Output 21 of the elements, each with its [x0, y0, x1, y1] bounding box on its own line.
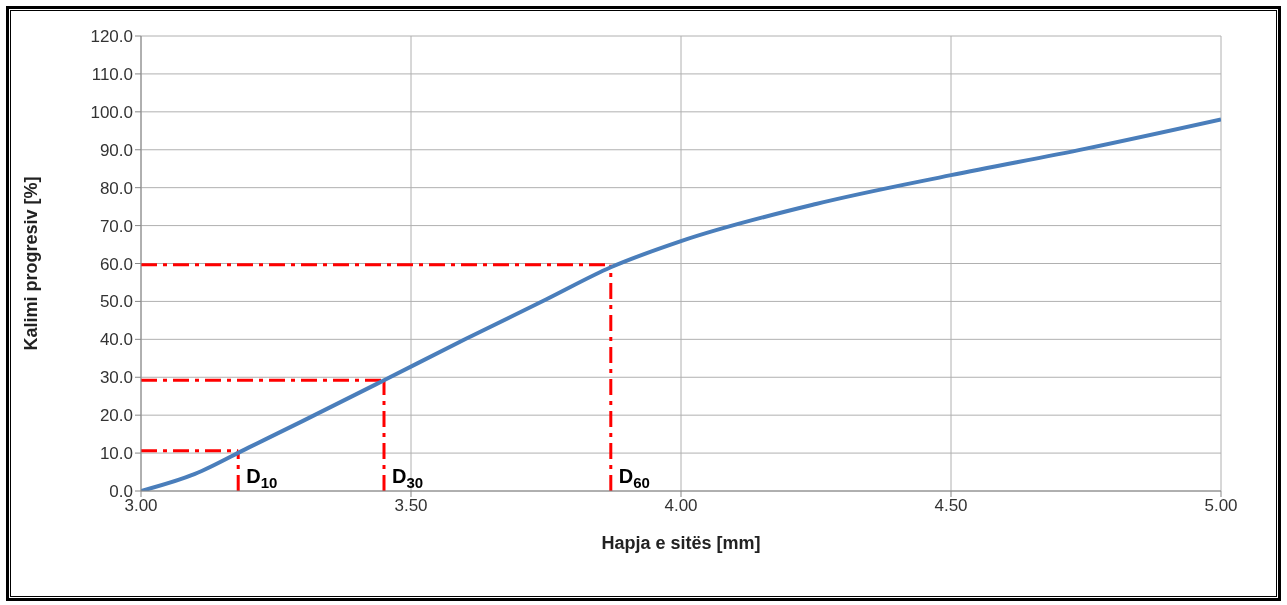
y-tick-label: 80.0: [99, 178, 133, 198]
y-tick-label: 120.0: [90, 27, 133, 47]
y-tick-label: 10.0: [99, 444, 133, 464]
y-tick-label: 20.0: [99, 406, 133, 426]
y-tick-label: 30.0: [99, 368, 133, 388]
y-tick-label: 60.0: [99, 254, 133, 274]
x-axis-title: Hapja e sitës [mm]: [601, 533, 761, 553]
y-tick-label: 110.0: [91, 64, 133, 84]
ref-line-label: D$_{60}$: [618, 465, 650, 491]
y-tick-label: 40.0: [99, 330, 133, 350]
y-tick-label: 100.0: [90, 102, 133, 122]
y-tick-label: 70.0: [99, 216, 133, 236]
y-tick-label: 90.0: [99, 140, 133, 160]
x-tick-label: 5.00: [1204, 496, 1238, 516]
x-tick-label: 3.50: [394, 496, 428, 516]
ref-line-label: D$_{10}$: [246, 465, 278, 491]
y-tick-label: 50.0: [99, 292, 133, 312]
ref-line-label: D$_{30}$: [392, 465, 424, 491]
x-tick-label: 4.50: [934, 496, 968, 516]
x-tick-label: 4.00: [664, 496, 698, 516]
y-axis-title: Kalimi progresiv [%]: [21, 176, 42, 351]
